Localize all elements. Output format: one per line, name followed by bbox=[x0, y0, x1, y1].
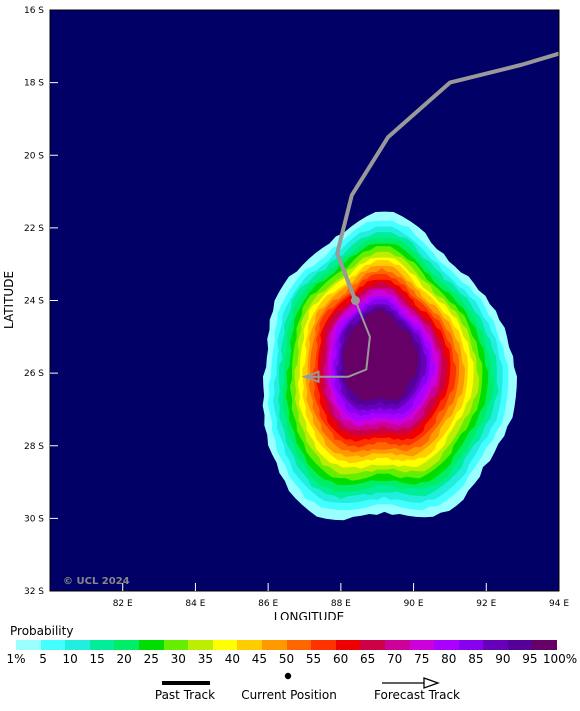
x-tick-label: 82 E bbox=[113, 599, 133, 609]
legend-label: 1% bbox=[6, 652, 26, 666]
legend-swatch bbox=[434, 640, 459, 650]
x-tick-label: 90 E bbox=[404, 599, 424, 609]
probability-field bbox=[262, 211, 517, 521]
legend-swatch bbox=[16, 640, 41, 650]
legend-label: 55 bbox=[305, 652, 322, 666]
legend-swatch bbox=[40, 640, 66, 650]
y-tick-label: 22 S bbox=[24, 224, 44, 234]
legend-label: 95 bbox=[522, 652, 538, 666]
legend-swatch bbox=[483, 640, 508, 650]
y-tick-label: 18 S bbox=[24, 79, 44, 89]
legend-label: 5 bbox=[39, 652, 47, 666]
forecast-arrow-head bbox=[301, 370, 320, 384]
legend-swatch bbox=[237, 640, 262, 650]
forecast-track-label: Forecast Track bbox=[374, 688, 460, 702]
legend-swatch bbox=[311, 640, 336, 650]
legend-label: 45 bbox=[251, 652, 268, 666]
y-axis-ticks: 16 S 18 S 20 S 22 S 24 S 26 S 28 S 30 S 32 S bbox=[24, 6, 58, 597]
y-tick-label: 16 S bbox=[24, 6, 44, 16]
legend-swatch bbox=[286, 640, 312, 650]
legend-label: 100% bbox=[542, 652, 578, 666]
legend-label: 75 bbox=[414, 652, 430, 666]
x-tick-label: 84 E bbox=[185, 599, 205, 609]
forecast-arrow-icon bbox=[423, 677, 440, 689]
y-tick-label: 20 S bbox=[24, 151, 44, 161]
legend-swatch bbox=[335, 640, 361, 650]
legend-label: 65 bbox=[360, 652, 376, 666]
y-tick-label: 24 S bbox=[24, 297, 44, 307]
legend-label: 85 bbox=[468, 652, 484, 666]
storm-tracks bbox=[301, 51, 559, 384]
past-track-line bbox=[335, 51, 559, 302]
legend-label: 20 bbox=[116, 652, 132, 666]
current-position-symbol bbox=[284, 672, 292, 680]
legend-swatch bbox=[409, 640, 435, 650]
legend-label: 35 bbox=[197, 652, 213, 666]
x-tick-label: 86 E bbox=[258, 599, 278, 609]
forecast-track-line bbox=[304, 300, 371, 378]
legend-color-bar bbox=[16, 640, 558, 650]
y-tick-label: 28 S bbox=[24, 442, 44, 452]
legend-swatch bbox=[188, 640, 213, 650]
probability-map: 82 E 84 E 86 E 88 E 90 E 92 E 94 E 16 S 18 S 20 … bbox=[2, 6, 569, 624]
x-axis-label: LONGITUDE bbox=[274, 610, 344, 620]
legend-label: 40 bbox=[224, 652, 241, 666]
legend-swatch bbox=[212, 640, 238, 650]
y-tick-label: 30 S bbox=[24, 514, 44, 524]
legend-swatch bbox=[65, 640, 90, 650]
y-tick-label: 26 S bbox=[24, 369, 44, 379]
legend-swatch bbox=[532, 640, 558, 650]
legend-swatch bbox=[360, 640, 385, 650]
legend-label: 90 bbox=[495, 652, 511, 666]
past-track-label: Past Track bbox=[154, 688, 216, 702]
x-axis-ticks: 82 E 84 E 86 E 88 E 90 E 92 E 94 E bbox=[113, 583, 569, 609]
legend-swatch bbox=[507, 640, 533, 650]
legend-swatch bbox=[163, 640, 189, 650]
x-tick-label: 92 E bbox=[476, 599, 496, 609]
current-position-marker bbox=[350, 296, 360, 305]
x-tick-label: 94 E bbox=[549, 599, 569, 609]
current-position-label: Current Position bbox=[241, 688, 337, 702]
legend-swatch bbox=[384, 640, 410, 650]
x-tick-label: 88 E bbox=[331, 599, 351, 609]
legend-label: 30 bbox=[170, 652, 186, 666]
y-tick-label: 32 S bbox=[24, 587, 44, 597]
y-axis-label: LATITUDE bbox=[2, 271, 16, 329]
legend-labels: 1% 5 10 15 20 25 30 35 40 45 50 55 60 65 70 75 80 85 90 95 1… bbox=[0, 652, 580, 668]
legend-swatch bbox=[458, 640, 484, 650]
legend-swatch bbox=[114, 640, 139, 650]
copyright-text: © UCL 2024 bbox=[63, 576, 130, 587]
legend-label: 60 bbox=[332, 652, 349, 666]
track-key: Past Track Current Position Forecast Tra… bbox=[0, 670, 580, 710]
legend-swatch bbox=[89, 640, 115, 650]
legend-label: 50 bbox=[278, 652, 295, 666]
legend-swatch bbox=[261, 640, 287, 650]
legend-label: 80 bbox=[441, 652, 457, 666]
legend-label: 70 bbox=[387, 652, 403, 666]
legend-title: Probability bbox=[10, 624, 74, 638]
legend-swatch bbox=[138, 640, 164, 650]
legend-label: 15 bbox=[89, 652, 105, 666]
legend-label: 10 bbox=[62, 652, 78, 666]
legend-label: 25 bbox=[143, 652, 159, 666]
probability-band bbox=[343, 309, 419, 402]
